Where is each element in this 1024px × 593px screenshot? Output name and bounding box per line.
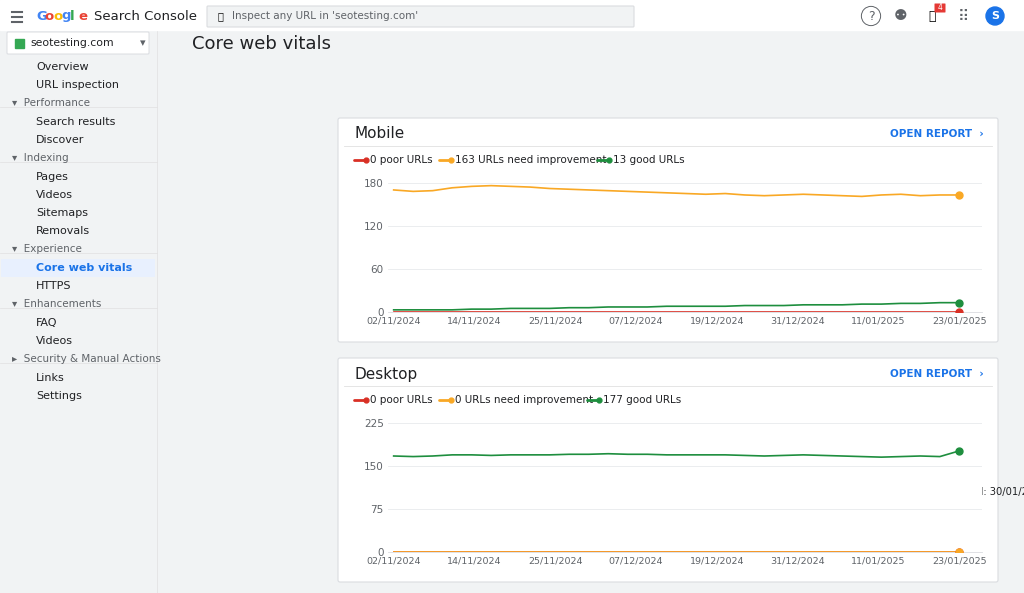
Text: URL inspection: URL inspection (36, 80, 119, 90)
Text: 0 poor URLs: 0 poor URLs (370, 155, 432, 165)
Text: FAQ: FAQ (36, 318, 57, 328)
Text: Videos: Videos (36, 190, 73, 200)
Text: 🔍: 🔍 (218, 11, 224, 21)
Text: ?: ? (867, 9, 874, 23)
Text: Mobile: Mobile (354, 126, 404, 142)
Text: Inspect any URL in 'seotesting.com': Inspect any URL in 'seotesting.com' (232, 11, 418, 21)
Text: OPEN REPORT  ›: OPEN REPORT › (891, 129, 984, 139)
FancyBboxPatch shape (207, 6, 634, 27)
Text: Search results: Search results (36, 117, 116, 127)
Text: 4: 4 (938, 4, 942, 12)
Text: ▾  Indexing: ▾ Indexing (12, 153, 69, 163)
Text: e: e (79, 9, 87, 23)
Text: seotesting.com: seotesting.com (30, 38, 114, 48)
Text: g: g (61, 9, 71, 23)
Text: ⚉: ⚉ (894, 8, 908, 24)
Text: Pages: Pages (36, 172, 69, 182)
Text: Removals: Removals (36, 226, 90, 236)
Bar (0, 0, 1024, 30)
Text: Videos: Videos (36, 336, 73, 346)
Text: Links: Links (36, 373, 65, 383)
Text: Desktop: Desktop (354, 366, 417, 381)
Text: 0 poor URLs: 0 poor URLs (370, 395, 432, 405)
Text: o: o (53, 9, 62, 23)
FancyBboxPatch shape (935, 4, 945, 12)
Text: 13 good URLs: 13 good URLs (613, 155, 685, 165)
Text: ▸  Security & Manual Actions: ▸ Security & Manual Actions (12, 354, 161, 364)
Text: G: G (36, 9, 47, 23)
Text: 🔔: 🔔 (928, 9, 936, 23)
Text: Chrome UX report: Chrome UX report (815, 487, 916, 497)
Text: 163 URLs need improvement: 163 URLs need improvement (456, 155, 606, 165)
FancyBboxPatch shape (338, 118, 998, 342)
Text: ⠿: ⠿ (957, 8, 969, 24)
Text: o: o (44, 9, 53, 23)
Text: S: S (991, 11, 999, 21)
Text: Search Console: Search Console (94, 9, 197, 23)
Text: ▾  Enhancements: ▾ Enhancements (12, 299, 101, 309)
Text: Core web vitals: Core web vitals (193, 35, 331, 53)
Text: OPEN REPORT  ›: OPEN REPORT › (891, 369, 984, 379)
Text: l: l (70, 9, 75, 23)
Text: ⓘ: ⓘ (907, 487, 912, 497)
Bar (15, 39, 24, 48)
Text: Discover: Discover (36, 135, 84, 145)
Text: ▾  Experience: ▾ Experience (12, 244, 82, 254)
FancyBboxPatch shape (7, 32, 150, 54)
Text: Sitemaps: Sitemaps (36, 208, 88, 218)
Text: Source:: Source: (783, 487, 823, 497)
Text: ▾: ▾ (140, 38, 145, 48)
FancyBboxPatch shape (1, 259, 155, 277)
Text: Last updated: 30/01/2025: Last updated: 30/01/2025 (918, 487, 1024, 497)
Text: Settings: Settings (36, 391, 82, 401)
Text: ▾  Performance: ▾ Performance (12, 98, 90, 108)
Text: Overview: Overview (36, 62, 89, 72)
Text: HTTPS: HTTPS (36, 281, 72, 291)
Text: 0 URLs need improvement: 0 URLs need improvement (456, 395, 593, 405)
FancyBboxPatch shape (338, 358, 998, 582)
Text: 177 good URLs: 177 good URLs (603, 395, 681, 405)
Circle shape (986, 7, 1004, 25)
Text: Core web vitals: Core web vitals (36, 263, 132, 273)
